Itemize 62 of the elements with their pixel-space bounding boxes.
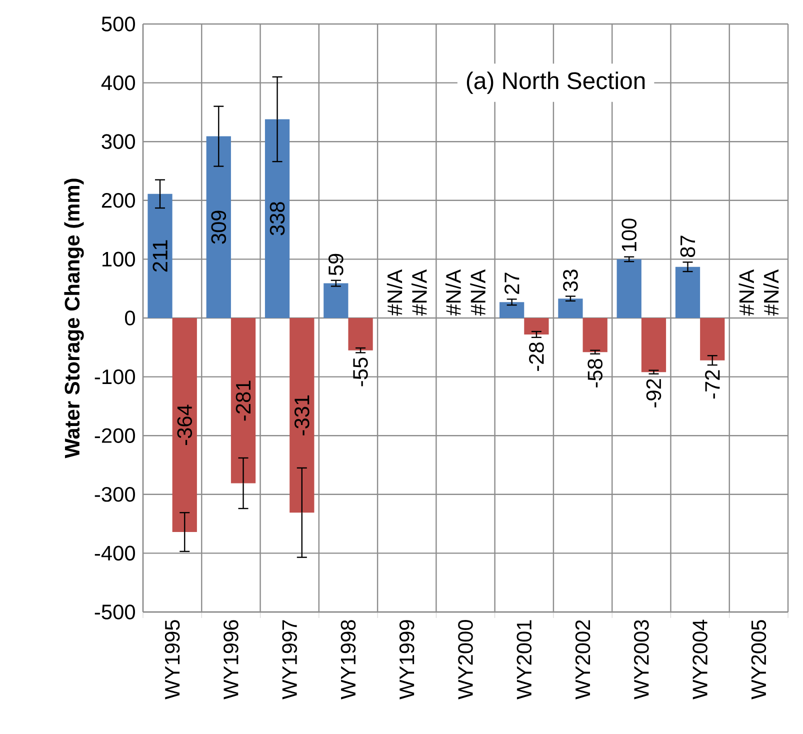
x-tick-label: WY2004 [692, 620, 708, 700]
y-tick-label: -100 [94, 369, 135, 384]
bar [172, 318, 197, 532]
data-label: -55 [353, 358, 368, 386]
y-tick-label: -400 [94, 546, 135, 561]
bar [641, 318, 666, 372]
y-tick-label: 100 [102, 252, 135, 267]
x-tick-label: WY1999 [399, 620, 414, 700]
bar [264, 119, 290, 318]
x-tick-label: WY2003 [634, 620, 649, 700]
data-label: 100 [622, 218, 637, 252]
y-tick-label: 0 [125, 310, 136, 326]
data-label: -92 [646, 379, 662, 408]
data-label: -28 [529, 342, 544, 371]
annotation: (a) North Section [466, 72, 645, 94]
bar [348, 318, 373, 350]
data-label: 33 [563, 270, 578, 292]
y-axis-title: Water Storage Change (mm) [64, 178, 84, 458]
y-tick-label: 200 [102, 192, 135, 208]
text: #N/A [763, 269, 779, 316]
x-tick-label: WY1997 [282, 620, 297, 700]
bar [558, 298, 583, 318]
data-label: 87 [680, 236, 696, 258]
data-label: -364 [177, 404, 192, 446]
x-tick-label: WY2005 [751, 620, 766, 700]
bar [616, 259, 642, 318]
bar [582, 318, 608, 352]
y-tick-label: -200 [94, 428, 135, 443]
y-tick-label: 500 [102, 16, 135, 32]
x-tick-label: WY1995 [164, 620, 180, 700]
x-tick-label: WY2002 [575, 620, 590, 700]
bar [675, 266, 700, 318]
data-label: 27 [504, 272, 520, 294]
y-tick-label: -500 [94, 604, 135, 620]
y-tick-label: 400 [101, 75, 135, 90]
text: #N/A [412, 269, 427, 316]
text: #N/A [738, 269, 754, 316]
bar [524, 318, 549, 334]
data-label: -58 [588, 358, 602, 388]
y-tick-label: 300 [102, 134, 135, 149]
bar [148, 194, 172, 318]
bar [500, 302, 524, 318]
data-label: -331 [294, 395, 310, 436]
bar [230, 318, 256, 484]
data-label: -72 [705, 370, 720, 399]
data-label: 211 [152, 240, 168, 272]
data-label: 59 [328, 254, 344, 276]
x-tick-label: WY1996 [224, 620, 238, 700]
text: #N/A [446, 269, 461, 316]
data-label: 338 [270, 202, 285, 236]
text: #N/A [386, 269, 402, 316]
data-label: -281 [236, 380, 251, 421]
x-tick-label: WY1998 [340, 620, 356, 700]
x-tick-label: WY2001 [516, 620, 532, 700]
bar [206, 136, 231, 318]
data-label: 309 [211, 210, 226, 244]
y-tick-label: -300 [94, 486, 135, 502]
text: #N/A [470, 269, 486, 316]
x-tick-label: WY2000 [458, 620, 473, 700]
bar [700, 318, 725, 360]
bar [290, 318, 314, 513]
bar [324, 283, 348, 318]
